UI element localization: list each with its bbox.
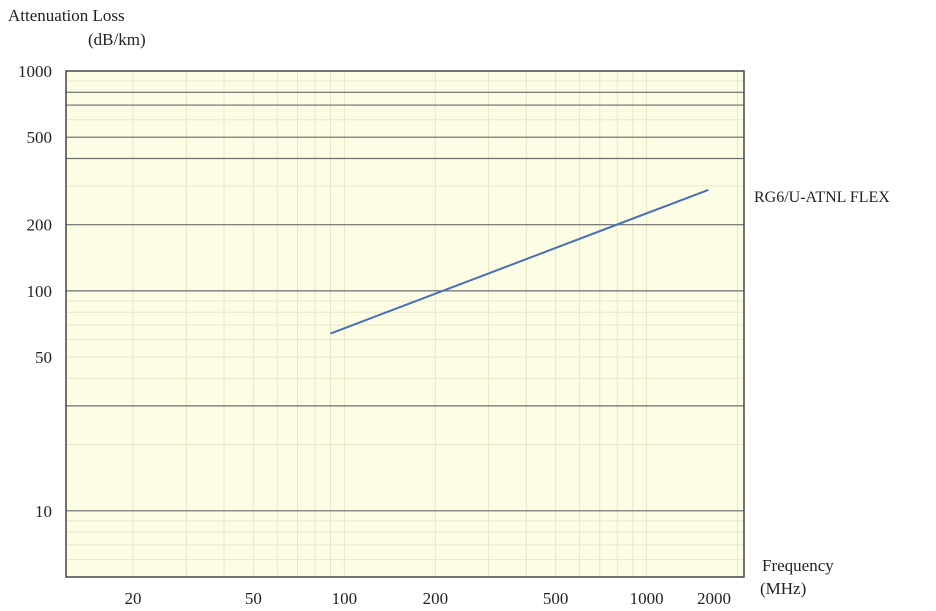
- y-tick-label: 10: [35, 502, 52, 521]
- y-tick-label: 100: [27, 282, 53, 301]
- y-axis-unit-label: (dB/km): [88, 30, 146, 49]
- x-tick-label: 100: [332, 589, 358, 608]
- series-label: RG6/U-ATNL FLEX: [754, 189, 890, 206]
- plot-frame: [65, 70, 745, 578]
- x-tick-label: 500: [543, 589, 569, 608]
- y-axis-label: Attenuation Loss: [8, 6, 125, 25]
- series-line: [330, 188, 709, 335]
- y-tick-label: 50: [35, 348, 52, 367]
- plot-area: [66, 71, 744, 577]
- x-tick-label: 50: [245, 589, 262, 608]
- x-axis-unit-label: (MHz): [760, 579, 807, 598]
- major-grid: [66, 91, 744, 512]
- x-tick-label: 1000: [630, 589, 664, 608]
- series-group: [330, 188, 709, 335]
- y-tick-labels: 1000 500 200 100 50 10: [18, 62, 52, 521]
- x-tick-label: 20: [125, 589, 142, 608]
- x-tick-labels: 20 50 100 200 500 1000 2000: [125, 589, 731, 608]
- y-tick-label: 1000: [18, 62, 52, 81]
- y-tick-label: 500: [27, 128, 53, 147]
- x-tick-label: 2000: [697, 589, 731, 608]
- y-tick-label: 200: [27, 216, 53, 235]
- x-tick-label: 200: [423, 589, 449, 608]
- x-axis-label: Frequency: [762, 556, 834, 575]
